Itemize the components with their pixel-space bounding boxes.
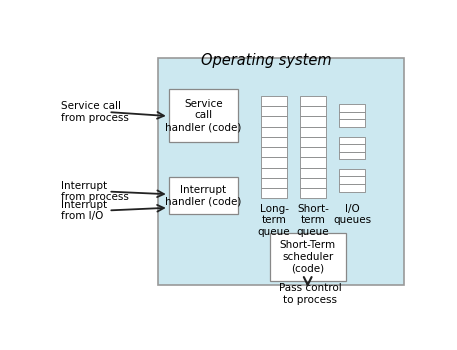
Bar: [339, 104, 365, 112]
Bar: [261, 158, 287, 168]
Bar: [261, 168, 287, 178]
Bar: [339, 184, 365, 191]
Text: Interrupt
handler (code): Interrupt handler (code): [165, 185, 241, 206]
Text: Short-Term
scheduler
(code): Short-Term scheduler (code): [280, 240, 336, 274]
Bar: [261, 106, 287, 117]
Bar: [300, 127, 326, 137]
Bar: [300, 188, 326, 198]
Bar: [261, 117, 287, 127]
Text: Long-
term
queue: Long- term queue: [258, 204, 290, 237]
Bar: [261, 188, 287, 198]
Bar: [261, 137, 287, 147]
Text: I/O
queues: I/O queues: [333, 204, 371, 225]
Bar: [169, 89, 238, 142]
Bar: [261, 178, 287, 188]
Bar: [339, 112, 365, 119]
Bar: [270, 233, 346, 280]
Bar: [339, 119, 365, 127]
Bar: [339, 176, 365, 184]
Bar: [300, 137, 326, 147]
Bar: [300, 106, 326, 117]
Bar: [261, 147, 287, 158]
Text: Operating system: Operating system: [201, 52, 331, 68]
Bar: [300, 147, 326, 158]
Text: Pass control
to process: Pass control to process: [279, 283, 342, 305]
Text: Service
call
handler (code): Service call handler (code): [165, 99, 241, 132]
Text: Interrupt
from I/O: Interrupt from I/O: [61, 199, 107, 221]
Bar: [300, 117, 326, 127]
Bar: [169, 177, 238, 215]
Bar: [339, 136, 365, 144]
Bar: [158, 58, 404, 285]
Text: Service call
from process: Service call from process: [61, 101, 128, 123]
Bar: [339, 169, 365, 176]
Bar: [300, 158, 326, 168]
Bar: [300, 168, 326, 178]
Bar: [300, 96, 326, 106]
Bar: [339, 144, 365, 152]
Bar: [300, 178, 326, 188]
Text: Interrupt
from process: Interrupt from process: [61, 181, 128, 202]
Text: Short-
term
queue: Short- term queue: [297, 204, 329, 237]
Bar: [339, 152, 365, 159]
Bar: [261, 127, 287, 137]
Bar: [261, 96, 287, 106]
